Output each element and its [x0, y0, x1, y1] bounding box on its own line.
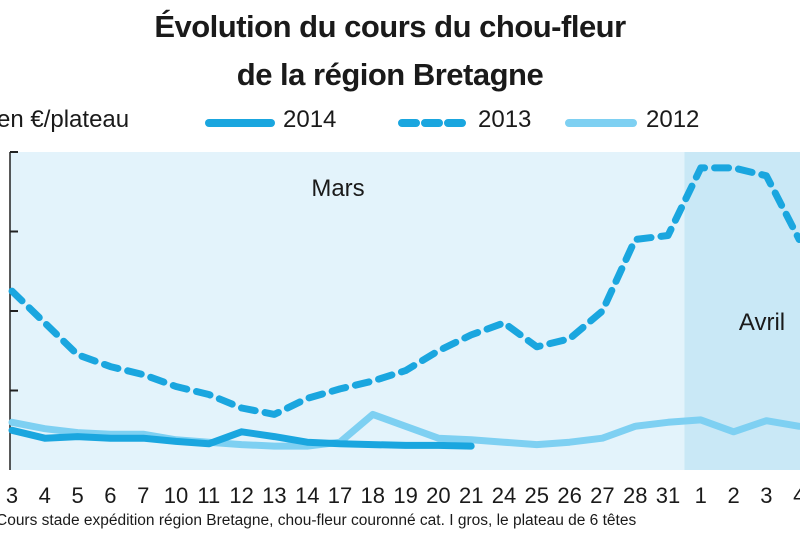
x-tick-label: 17: [328, 483, 352, 508]
x-tick-label: 31: [656, 483, 680, 508]
x-tick-label: 4: [793, 483, 800, 508]
x-tick-label: 20: [426, 483, 450, 508]
legend-label-2012: 2012: [646, 106, 700, 133]
chart-title-line2: de la région Bretagne: [236, 57, 544, 92]
x-tick-label: 26: [557, 483, 581, 508]
month-label-avril: Avril: [739, 309, 785, 336]
x-tick-label: 14: [295, 483, 319, 508]
x-tick-label: 13: [262, 483, 286, 508]
month-label-mars: Mars: [311, 175, 364, 202]
x-tick-label: 11: [197, 483, 220, 508]
x-tick-label: 19: [393, 483, 417, 508]
x-tick-label: 2: [727, 483, 739, 508]
series-line-2013: [8, 164, 800, 418]
y-axis-unit-label: en €/plateau: [0, 106, 130, 133]
chart-footnote: Cours stade expédition région Bretagne, …: [0, 512, 637, 529]
x-tick-label: 3: [760, 483, 772, 508]
x-tick-label: 3: [6, 483, 18, 508]
series-line-2012: [8, 410, 800, 450]
x-tick-label: 4: [39, 483, 51, 508]
month-band-mars: [10, 152, 685, 470]
series-line-2014: [8, 426, 475, 450]
legend-label-2013: 2013: [478, 106, 532, 133]
x-tick-label: 25: [525, 483, 549, 508]
x-tick-label: 21: [459, 483, 483, 508]
x-tick-label: 28: [623, 483, 647, 508]
legend-swatch-2012: [565, 119, 637, 127]
legend-label-2014: 2014: [283, 106, 337, 133]
legend-swatch-2014: [205, 119, 275, 127]
x-tick-label: 1: [695, 483, 707, 508]
x-tick-label: 18: [361, 483, 385, 508]
legend-swatch-2013: [398, 119, 470, 127]
x-tick-label: 6: [104, 483, 116, 508]
x-tick-label: 24: [492, 483, 516, 508]
x-tick-label: 7: [137, 483, 149, 508]
chart-title: Évolution du cours du chou-fleur: [154, 9, 626, 44]
x-tick-label: 12: [229, 483, 253, 508]
x-tick-label: 10: [164, 483, 188, 508]
x-tick-label: 5: [71, 483, 83, 508]
x-tick-label: 27: [590, 483, 614, 508]
